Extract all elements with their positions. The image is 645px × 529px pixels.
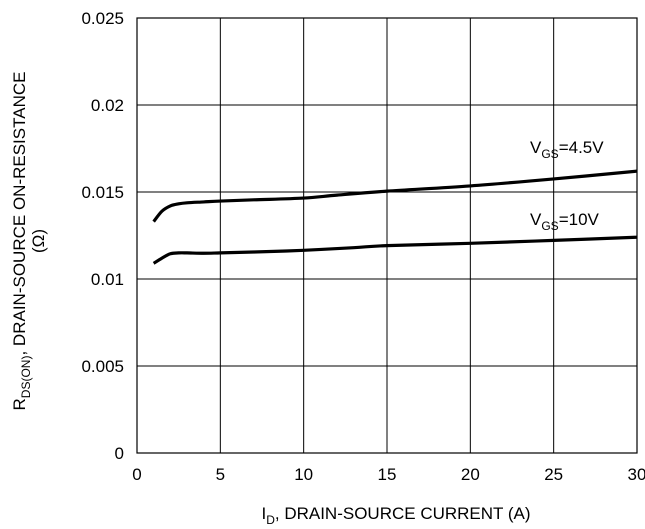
y-axis-title: RDS(ON), DRAIN-SOURCE ON-RESISTANCE — [10, 72, 33, 411]
y-tick-label: 0.01 — [91, 270, 124, 289]
y-tick-label: 0.025 — [81, 9, 124, 28]
x-tick-label: 25 — [544, 465, 563, 484]
y-tick-label: 0.005 — [81, 357, 124, 376]
x-tick-label: 5 — [216, 465, 225, 484]
y-axis-title-unit: (Ω) — [29, 229, 48, 253]
series-line-0 — [152, 169, 638, 223]
x-axis-title: ID, DRAIN-SOURCE CURRENT (A) — [261, 504, 530, 527]
gridlines — [137, 18, 637, 453]
series-label-vgs-10v: VGS=10V — [530, 210, 600, 233]
series-layer — [152, 169, 638, 265]
x-tick-label: 0 — [132, 465, 141, 484]
y-tick-label: 0.015 — [81, 183, 124, 202]
series-label-vgs-4-5v: VGS=4.5V — [530, 138, 604, 161]
x-tick-labels: 0 5 10 15 20 25 30 — [132, 465, 645, 484]
y-tick-labels: 0 0.005 0.01 0.015 0.02 0.025 — [81, 9, 124, 463]
plot-frame — [136, 17, 638, 454]
series-line-1 — [152, 235, 638, 265]
x-tick-label: 20 — [461, 465, 480, 484]
x-tick-label: 15 — [378, 465, 397, 484]
x-tick-label: 30 — [628, 465, 645, 484]
y-tick-label: 0 — [115, 444, 124, 463]
x-tick-label: 10 — [294, 465, 313, 484]
y-tick-label: 0.02 — [91, 96, 124, 115]
